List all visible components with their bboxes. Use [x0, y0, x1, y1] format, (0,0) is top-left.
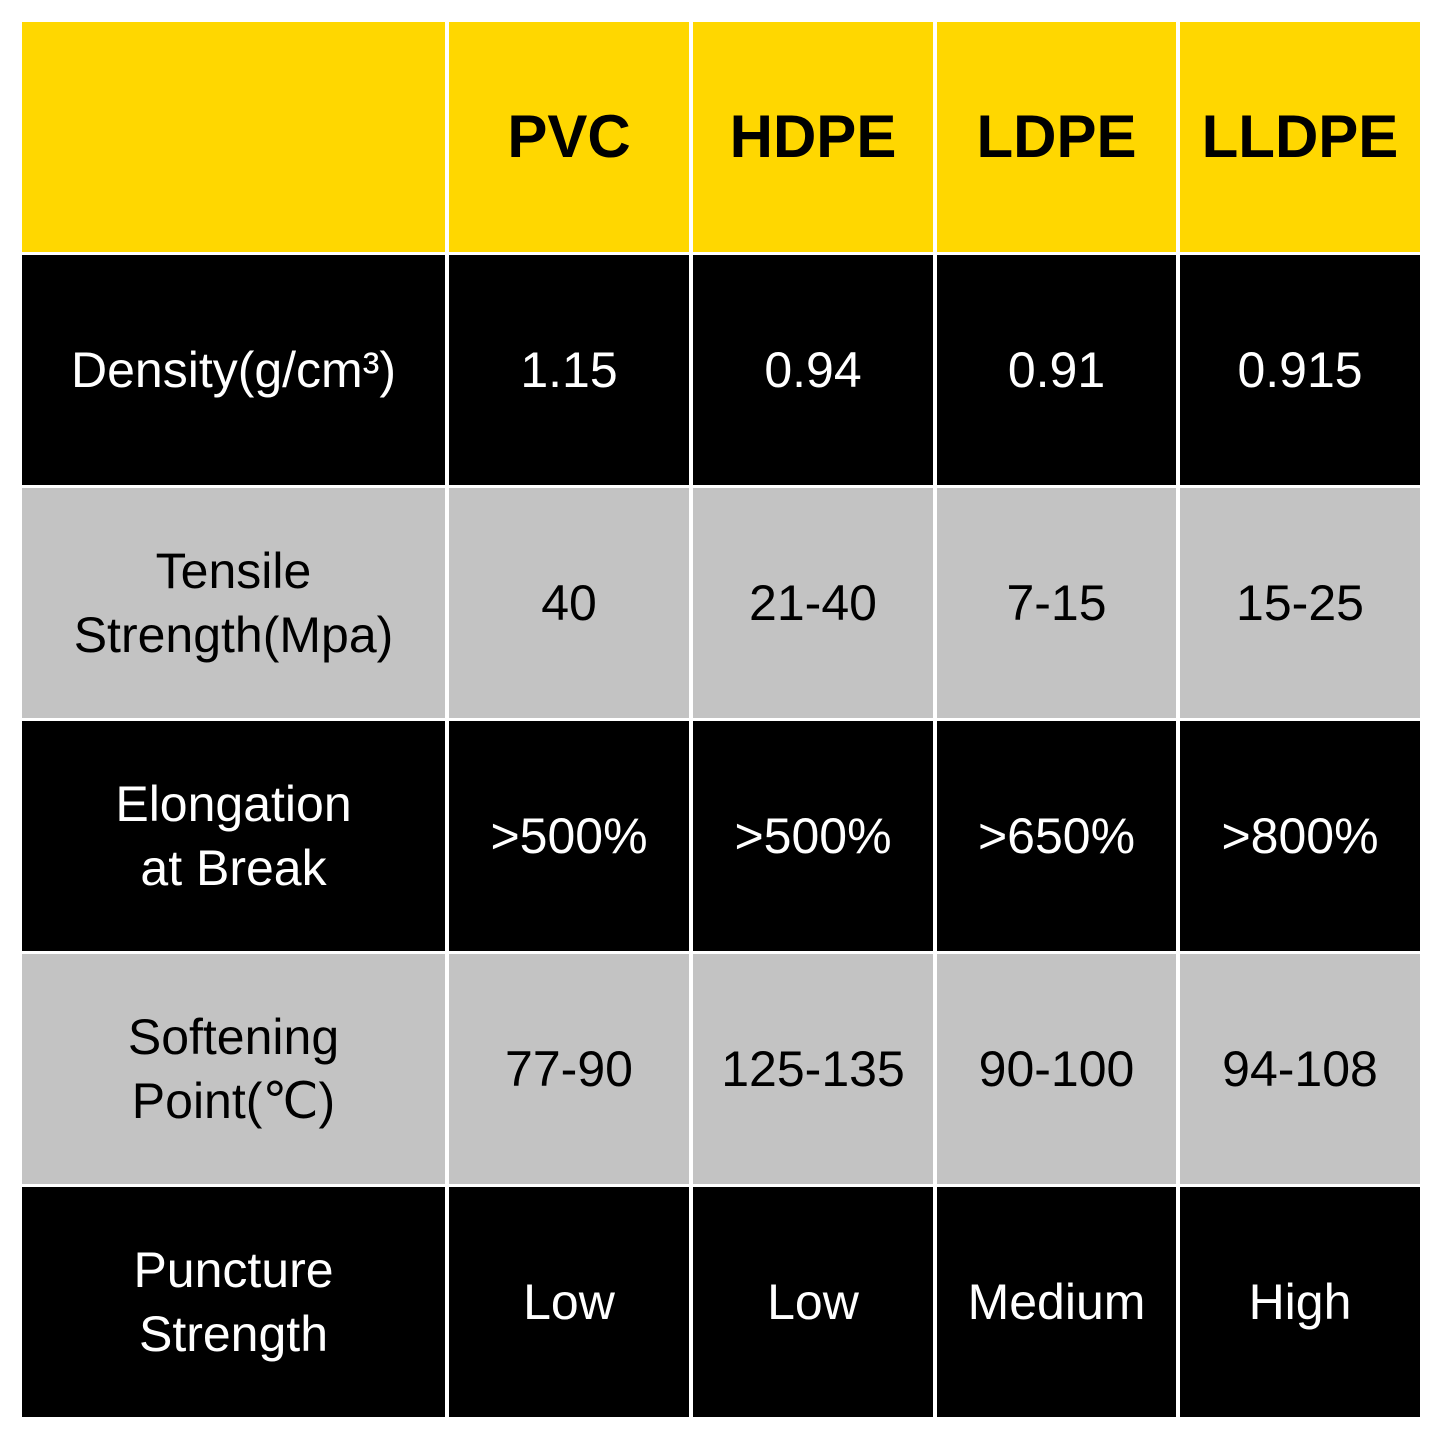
table-cell: Medium	[937, 1187, 1176, 1417]
table-cell: 15-25	[1180, 488, 1420, 718]
properties-table: PVC HDPE LDPE LLDPE Density(g/cm³) 1.15 0.94 0.…	[22, 22, 1420, 1417]
header-cell: LDPE	[937, 22, 1176, 252]
table-cell: Low	[693, 1187, 933, 1417]
table-cell: >800%	[1180, 721, 1420, 951]
table-cell: >500%	[449, 721, 689, 951]
table-cell: >500%	[693, 721, 933, 951]
table-cell: 7-15	[937, 488, 1176, 718]
table-cell: 94-108	[1180, 954, 1420, 1184]
table-cell: 21-40	[693, 488, 933, 718]
header-corner-cell	[22, 22, 445, 252]
table-cell: 90-100	[937, 954, 1176, 1184]
table-cell: 1.15	[449, 255, 689, 485]
row-label-cell: Elongation at Break	[22, 721, 445, 951]
table-cell: 125-135	[693, 954, 933, 1184]
row-label-cell: Tensile Strength(Mpa)	[22, 488, 445, 718]
table-cell: 0.94	[693, 255, 933, 485]
header-cell: PVC	[449, 22, 689, 252]
row-label-cell: Puncture Strength	[22, 1187, 445, 1417]
header-cell: LLDPE	[1180, 22, 1420, 252]
table-cell: 77-90	[449, 954, 689, 1184]
header-cell: HDPE	[693, 22, 933, 252]
table-cell: 40	[449, 488, 689, 718]
table-cell: High	[1180, 1187, 1420, 1417]
row-label-cell: Density(g/cm³)	[22, 255, 445, 485]
row-label-cell: Softening Point(℃)	[22, 954, 445, 1184]
table-cell: 0.915	[1180, 255, 1420, 485]
table-cell: 0.91	[937, 255, 1176, 485]
table-cell: Low	[449, 1187, 689, 1417]
table-cell: >650%	[937, 721, 1176, 951]
